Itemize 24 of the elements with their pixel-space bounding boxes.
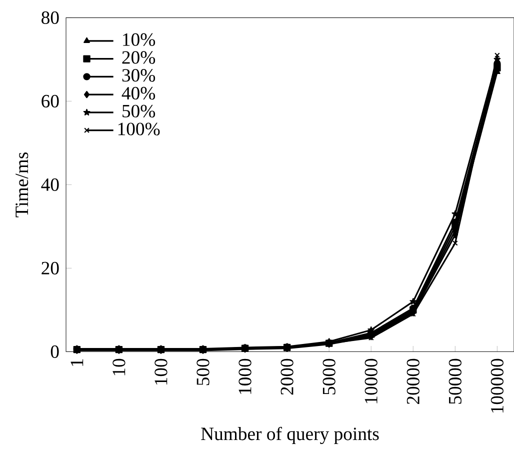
legend-label: 40%: [122, 86, 156, 100]
y-tick-label: 0: [50, 345, 59, 358]
legend-label: 50%: [122, 104, 156, 118]
y-tick-label: 20: [42, 262, 59, 274]
legend-label: 10%: [123, 33, 156, 46]
x-tick-label: 100000: [490, 358, 504, 413]
x-axis-title: Number of query points: [201, 426, 379, 444]
legend-label: 20%: [122, 51, 156, 64]
x-tick-label: 2000: [280, 358, 294, 395]
x-tick-label: 100: [154, 358, 168, 385]
x-tick-label: 5000: [322, 358, 336, 394]
x-tick-label: 1000: [238, 358, 252, 394]
y-tick-label: 60: [42, 94, 59, 108]
y-axis-title: Time/ms: [16, 152, 28, 218]
y-tick-label: 80: [42, 11, 59, 24]
x-tick-label: 50000: [448, 358, 462, 404]
x-tick-label: 20000: [406, 358, 420, 404]
x-tick-label: 10000: [364, 358, 378, 404]
y-tick-label: 40: [41, 178, 59, 191]
legend-label: 30%: [122, 69, 156, 82]
x-tick-label: 10: [112, 358, 126, 376]
x-tick-label: 1: [70, 359, 84, 366]
legend-label: 100%: [118, 122, 160, 136]
x-tick-label: 500: [196, 358, 210, 386]
